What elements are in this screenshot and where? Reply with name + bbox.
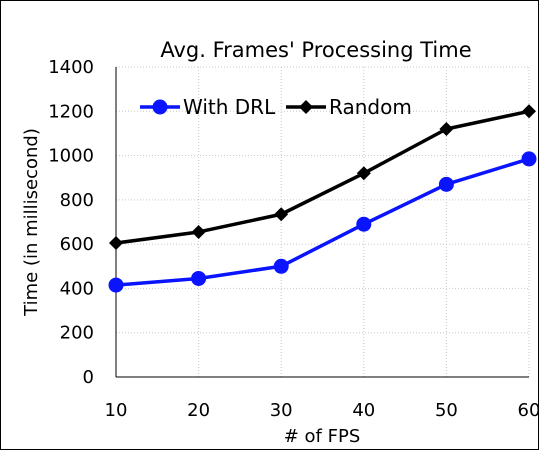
data-point-random: [109, 236, 123, 251]
y-tick-label: 200: [60, 323, 94, 344]
data-point-random: [439, 122, 454, 136]
series-line-with-drl: [115, 157, 530, 287]
y-tick-label: 0: [83, 367, 94, 388]
y-tick-label: 400: [60, 278, 94, 299]
x-tick-label: 30: [270, 400, 293, 421]
y-tick-label: 800: [60, 190, 94, 211]
data-point-with-drl: [108, 277, 124, 293]
x-tick-label: 60: [518, 400, 539, 421]
legend-item-with-drl: With DRL: [140, 95, 276, 119]
x-tick-label: 10: [105, 400, 128, 421]
series-random: [109, 104, 536, 251]
x-axis-title: # of FPS: [284, 426, 361, 447]
y-tick-label: 1400: [48, 57, 94, 78]
y-axis-title: Time (in millisecond): [21, 128, 42, 317]
data-point-with-drl: [356, 216, 372, 232]
y-tick-label: 1000: [48, 146, 94, 167]
data-point-with-drl: [273, 258, 289, 274]
y-tick-label: 1200: [48, 101, 94, 122]
data-point-random: [356, 166, 371, 181]
data-point-with-drl: [438, 176, 454, 192]
legend-swatch-marker: [299, 100, 313, 114]
series-line-random: [115, 109, 530, 245]
x-tick-label: 40: [352, 400, 375, 421]
axes: 0 200 400 600 800 1000 1200 1400 10 20 30 40 50 60: [48, 57, 539, 421]
x-tick-label: 20: [187, 400, 210, 421]
data-point-with-drl: [521, 151, 537, 167]
legend-label: With DRL: [183, 95, 276, 119]
legend: With DRL Random: [140, 95, 412, 119]
gridlines: [116, 66, 530, 377]
legend-label: Random: [329, 95, 412, 119]
data-point-with-drl: [191, 270, 207, 286]
chart-title: Avg. Frames' Processing Time: [160, 38, 471, 62]
data-point-random: [191, 224, 206, 239]
legend-item-random: Random: [286, 95, 412, 119]
y-tick-label: 600: [60, 234, 94, 255]
x-tick-label: 50: [435, 400, 458, 421]
legend-swatch-marker: [152, 99, 168, 115]
series: [108, 104, 537, 293]
data-point-random: [522, 104, 536, 119]
series-with-drl: [108, 151, 537, 293]
data-point-random: [274, 207, 289, 222]
